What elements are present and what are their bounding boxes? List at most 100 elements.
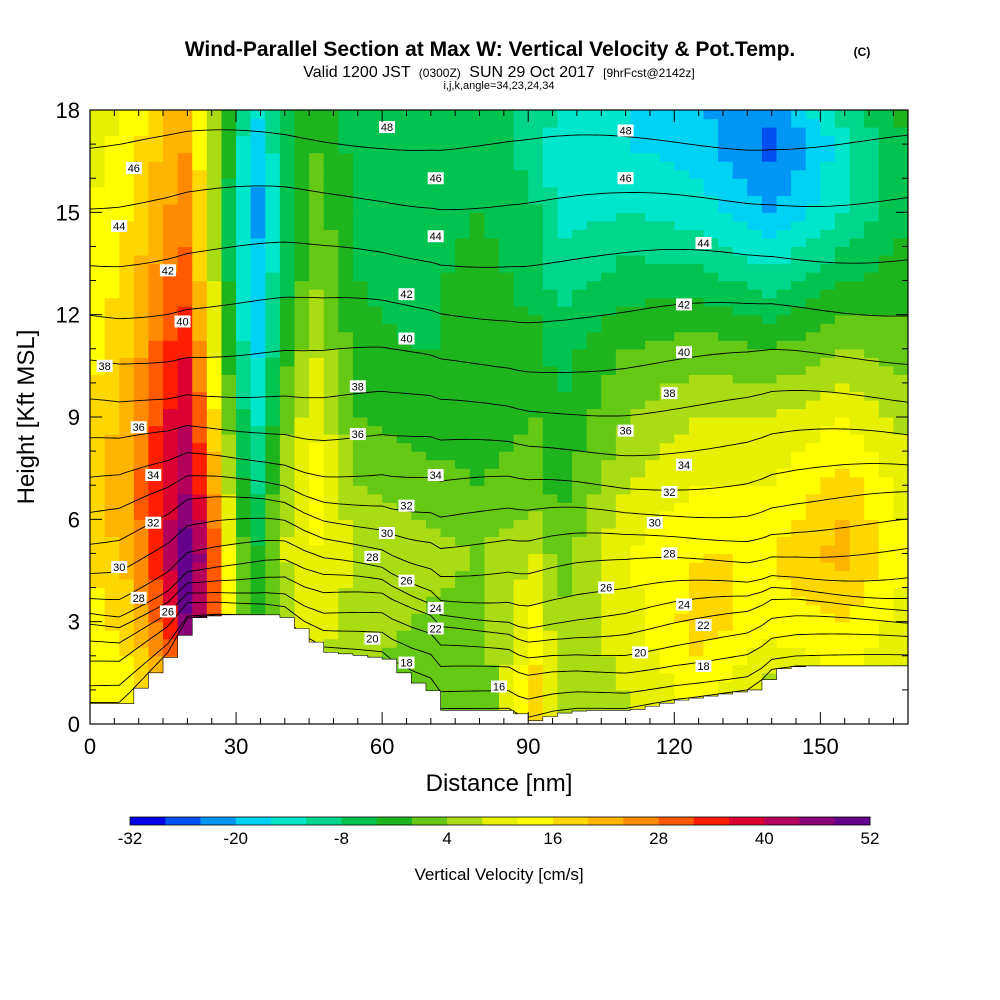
velocity-cell xyxy=(294,289,310,299)
velocity-cell xyxy=(119,459,135,469)
velocity-cell xyxy=(718,485,734,495)
velocity-cell xyxy=(499,280,515,290)
velocity-cell xyxy=(542,272,559,282)
velocity-cell xyxy=(119,681,135,691)
velocity-cell xyxy=(119,289,135,299)
velocity-cell xyxy=(352,527,369,537)
velocity-cell xyxy=(279,596,296,606)
velocity-cell xyxy=(761,272,778,282)
velocity-cell xyxy=(499,348,515,358)
velocity-cell xyxy=(645,365,661,375)
velocity-cell xyxy=(878,314,894,324)
velocity-cell xyxy=(761,161,778,171)
velocity-cell xyxy=(104,314,120,324)
velocity-cell xyxy=(148,399,164,410)
velocity-cell xyxy=(747,382,763,393)
velocity-cell xyxy=(148,434,164,444)
velocity-cell xyxy=(834,306,851,316)
velocity-cell xyxy=(367,254,383,265)
velocity-cell xyxy=(703,493,719,503)
velocity-cell xyxy=(163,579,179,589)
velocity-cell xyxy=(338,229,354,239)
velocity-cell xyxy=(484,647,500,657)
velocity-cell xyxy=(834,544,851,555)
velocity-cell xyxy=(352,451,369,461)
velocity-cell xyxy=(849,263,865,273)
velocity-cell xyxy=(90,289,106,299)
velocity-cell xyxy=(279,144,296,154)
velocity-cell xyxy=(615,664,632,674)
velocity-cell xyxy=(411,263,427,273)
contour-label: 20 xyxy=(364,632,381,646)
velocity-cell xyxy=(484,212,500,222)
velocity-cell xyxy=(367,399,383,410)
velocity-cell xyxy=(177,169,193,179)
velocity-cell xyxy=(849,579,865,589)
velocity-cell xyxy=(586,178,602,188)
velocity-cell xyxy=(849,203,865,213)
velocity-cell xyxy=(90,630,106,640)
velocity-cell xyxy=(425,485,442,495)
velocity-cell xyxy=(119,451,135,461)
velocity-cell xyxy=(718,186,734,196)
velocity-cell xyxy=(250,306,266,316)
velocity-cell xyxy=(279,297,296,307)
velocity-cell xyxy=(528,144,544,154)
velocity-cell xyxy=(119,297,135,307)
velocity-cell xyxy=(703,289,719,299)
velocity-cell xyxy=(455,451,471,461)
contour-label: 38 xyxy=(96,359,113,373)
velocity-cell xyxy=(163,561,179,572)
velocity-cell xyxy=(338,118,354,128)
velocity-cell xyxy=(542,519,559,529)
velocity-cell xyxy=(615,152,632,162)
velocity-cell xyxy=(163,365,179,375)
velocity-cell xyxy=(791,237,807,248)
velocity-cell xyxy=(572,604,588,614)
velocity-cell xyxy=(484,493,500,503)
velocity-cell xyxy=(513,169,529,179)
velocity-cell xyxy=(352,340,369,350)
velocity-cell xyxy=(878,161,894,171)
velocity-cell xyxy=(104,237,120,248)
velocity-cell xyxy=(90,127,106,137)
velocity-cell xyxy=(820,476,836,486)
velocity-cell xyxy=(776,237,792,248)
velocity-cell xyxy=(294,493,310,503)
velocity-cell xyxy=(805,527,821,537)
velocity-cell xyxy=(893,519,908,529)
velocity-cell xyxy=(732,417,748,427)
velocity-cell xyxy=(703,323,719,333)
velocity-cell xyxy=(177,527,193,537)
velocity-cell xyxy=(645,374,661,384)
velocity-cell xyxy=(104,178,120,188)
velocity-cell xyxy=(236,417,252,427)
velocity-cell xyxy=(528,357,544,367)
velocity-cell xyxy=(542,280,559,290)
velocity-cell xyxy=(177,289,193,299)
velocity-cell xyxy=(747,272,763,282)
velocity-cell xyxy=(718,272,734,282)
velocity-cell xyxy=(396,382,412,393)
velocity-cell xyxy=(469,408,485,418)
velocity-cell xyxy=(572,596,588,606)
theta-contour-line xyxy=(90,296,908,324)
velocity-cell xyxy=(761,374,778,384)
velocity-cell xyxy=(542,237,559,248)
velocity-cell xyxy=(382,152,398,162)
velocity-cell xyxy=(104,476,120,486)
velocity-cell xyxy=(776,536,792,546)
velocity-cell xyxy=(645,178,661,188)
velocity-cell xyxy=(572,374,588,384)
velocity-cell xyxy=(411,510,427,520)
velocity-cell xyxy=(279,434,296,444)
velocity-cell xyxy=(469,647,485,657)
velocity-cell xyxy=(133,664,150,674)
velocity-cell xyxy=(367,229,383,239)
velocity-cell xyxy=(338,399,354,410)
velocity-cell xyxy=(192,161,208,171)
velocity-cell xyxy=(265,442,281,452)
velocity-cell xyxy=(499,630,515,640)
velocity-cell xyxy=(440,621,456,631)
velocity-cell xyxy=(630,110,646,120)
